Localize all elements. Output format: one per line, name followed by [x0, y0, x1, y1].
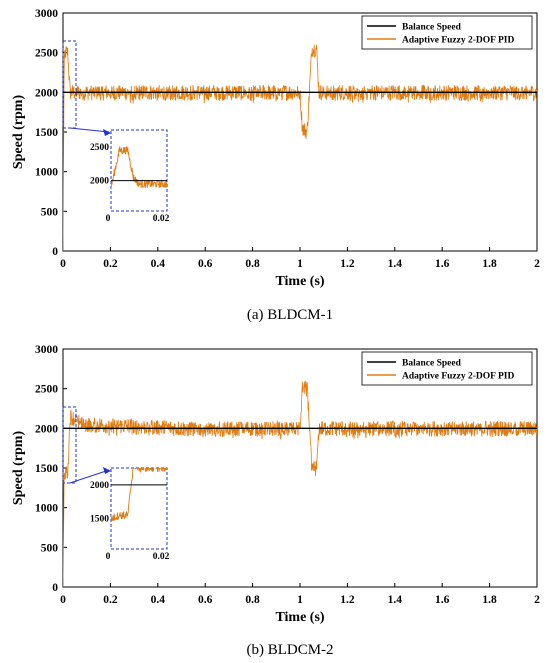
y-tick-label: 2500 — [35, 48, 58, 60]
chart-panel-1: 0 500 1000 1500 2000 2500 3000 0 0.2 0.4 0.6 0.8 1 1.… — [11, 8, 540, 323]
y-tick-label: 500 — [41, 542, 59, 554]
legend: Balance Speed Adaptive Fuzzy 2-DOF PID — [361, 351, 533, 386]
x-tick-label: 0 — [60, 258, 66, 270]
x-tick-label: 1.6 — [435, 258, 450, 270]
x-axis-label: Time (s) — [275, 610, 324, 625]
x-tick-label: 1.8 — [482, 258, 497, 270]
inset-frame — [110, 129, 168, 212]
inset-x-tick-label: 0.02 — [153, 552, 170, 562]
y-axis-label: Speed (rpm) — [11, 95, 26, 170]
y-tick-label: 2500 — [35, 384, 58, 396]
x-tick-label: 1 — [297, 258, 303, 270]
zoom-arrow-head — [103, 129, 111, 136]
inset-x-tick-label: 0 — [106, 552, 111, 562]
x-tick-label: 2 — [534, 594, 540, 606]
y-tick-label: 3000 — [35, 8, 58, 20]
x-tick-label: 0.6 — [198, 594, 213, 606]
x-tick-label: 1.2 — [340, 258, 355, 270]
inset-y-tick-label: 2000 — [90, 177, 109, 187]
x-tick-label: 0.6 — [198, 258, 213, 270]
zoom-arrow-line — [69, 469, 110, 484]
zoom-arrow-head — [103, 467, 111, 474]
x-tick-label: 0.4 — [151, 258, 166, 270]
series-line-adaptive-fuzzy — [63, 44, 537, 251]
y-tick-label: 3000 — [35, 344, 58, 356]
chart-panel-2: 0 500 1000 1500 2000 2500 3000 0 0.2 0.4 0.6 0.8 1 1.… — [11, 344, 540, 658]
inset-y-tick-label: 1500 — [90, 515, 109, 525]
legend-label: Balance Speed — [402, 359, 462, 369]
y-tick-label: 0 — [52, 582, 58, 594]
x-tick-label: 0.4 — [151, 594, 166, 606]
legend-box — [361, 351, 533, 386]
x-tick-label: 1 — [297, 594, 303, 606]
figure-caption: (b) BLDCM-2 — [246, 642, 333, 658]
y-tick-label: 1500 — [35, 127, 58, 139]
y-tick-label: 1000 — [35, 167, 58, 179]
legend-label: Adaptive Fuzzy 2-DOF PID — [402, 372, 514, 382]
x-tick-label: 0.8 — [245, 594, 260, 606]
inset-plot: 1500 2000 0 0.02 — [90, 467, 170, 562]
x-tick-label: 0.8 — [245, 258, 260, 270]
x-tick-label: 0 — [60, 594, 66, 606]
legend-label: Adaptive Fuzzy 2-DOF PID — [402, 36, 514, 46]
inset-y-tick-label: 2000 — [90, 481, 109, 491]
legend: Balance Speed Adaptive Fuzzy 2-DOF PID — [361, 15, 533, 50]
zoom-region-box — [62, 406, 77, 484]
x-tick-label: 1.4 — [388, 258, 403, 270]
inset-plot: 2000 2500 0 0.02 — [90, 129, 170, 224]
x-axis-label: Time (s) — [275, 274, 324, 289]
inset-x-tick-label: 0.02 — [153, 214, 170, 224]
y-tick-label: 1500 — [35, 463, 58, 475]
zoom-arrow-line — [69, 127, 110, 133]
inset-frame — [110, 467, 168, 550]
inset-x-tick-label: 0 — [106, 214, 111, 224]
x-tick-label: 1.6 — [435, 594, 450, 606]
zoom-region-box — [62, 40, 77, 129]
y-tick-label: 1000 — [35, 503, 58, 515]
inset-series-line — [111, 468, 167, 521]
x-tick-label: 1.2 — [340, 594, 355, 606]
y-tick-label: 2000 — [35, 423, 58, 435]
legend-label: Balance Speed — [402, 23, 462, 33]
y-tick-label: 0 — [52, 246, 58, 258]
y-axis-label: Speed (rpm) — [11, 431, 26, 506]
inset-y-tick-label: 2500 — [90, 143, 109, 153]
x-tick-label: 2 — [534, 258, 540, 270]
y-tick-label: 2000 — [35, 87, 58, 99]
x-tick-label: 1.8 — [482, 594, 497, 606]
inset-series-line — [111, 146, 167, 190]
x-tick-label: 1.4 — [388, 594, 403, 606]
x-tick-label: 0.2 — [103, 594, 118, 606]
legend-box — [361, 15, 533, 50]
y-tick-label: 500 — [41, 206, 59, 218]
x-tick-label: 0.2 — [103, 258, 118, 270]
figure-caption: (a) BLDCM-1 — [247, 307, 333, 323]
